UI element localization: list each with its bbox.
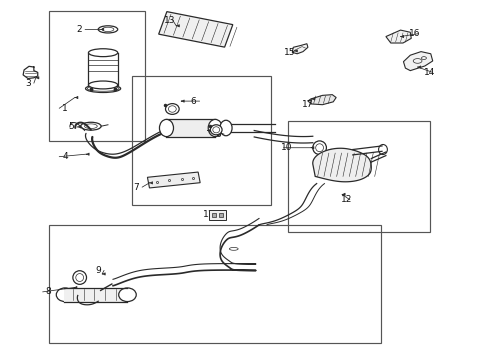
Text: 2: 2 [76,25,81,34]
Bar [132,76,271,205]
Polygon shape [385,30,410,43]
Text: 11: 11 [203,210,214,219]
Text: 4: 4 [62,152,68,161]
Ellipse shape [210,125,222,135]
Text: 5: 5 [68,122,74,131]
Bar [64,288,127,302]
Text: 15: 15 [283,48,294,57]
Bar [288,121,429,232]
Polygon shape [312,148,370,182]
Ellipse shape [73,271,86,284]
Bar [166,120,215,136]
Polygon shape [292,44,307,54]
Bar [49,12,144,140]
Ellipse shape [119,288,136,302]
Ellipse shape [56,288,74,302]
Ellipse shape [88,49,118,57]
Text: 17: 17 [302,100,313,109]
Text: 16: 16 [408,29,420,38]
Ellipse shape [88,81,118,89]
Text: 8: 8 [45,287,51,296]
Polygon shape [307,95,335,105]
Text: 10: 10 [280,143,292,152]
Ellipse shape [325,149,336,160]
Text: 3: 3 [25,79,31,88]
Ellipse shape [312,141,326,154]
Polygon shape [147,172,200,188]
Ellipse shape [159,120,173,136]
Text: 7: 7 [133,183,139,192]
Text: 9: 9 [95,266,101,275]
Polygon shape [158,12,232,47]
Ellipse shape [220,120,232,136]
Text: 6: 6 [190,96,196,105]
Text: 14: 14 [423,68,434,77]
Text: 1: 1 [62,104,68,113]
Text: 12: 12 [340,195,352,204]
Text: 13: 13 [163,16,175,25]
Ellipse shape [85,85,121,93]
Bar [208,210,226,220]
Text: 6: 6 [215,130,221,139]
Polygon shape [403,51,432,71]
Ellipse shape [165,104,179,114]
Ellipse shape [208,120,222,136]
Ellipse shape [378,144,386,154]
Bar [49,225,380,343]
